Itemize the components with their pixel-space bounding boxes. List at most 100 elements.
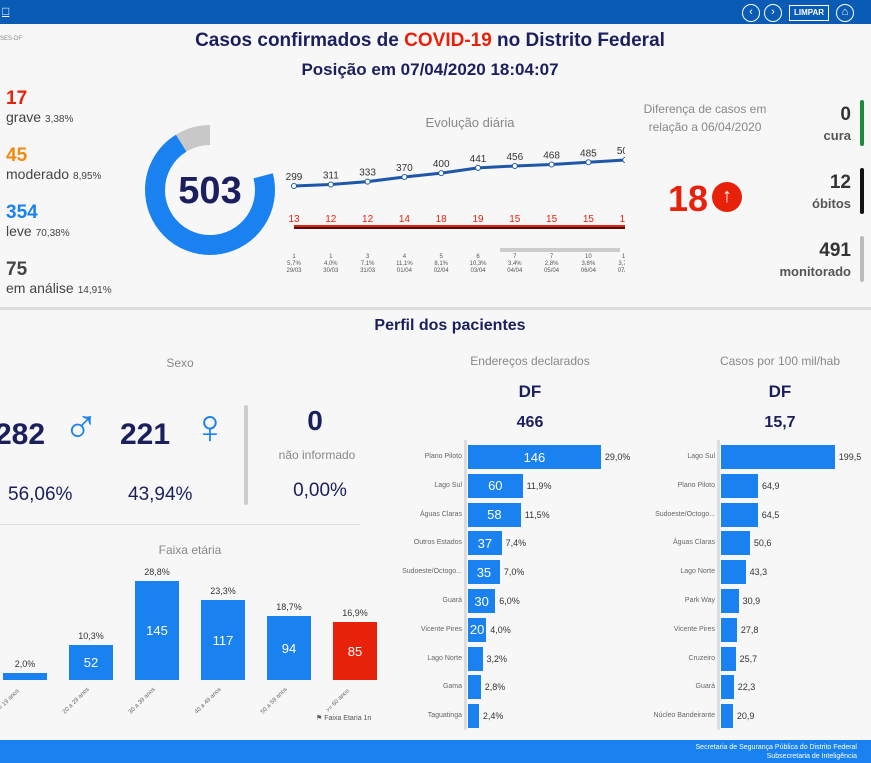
arrow-up-icon: ↑ bbox=[712, 182, 742, 212]
male-pct: 56,06% bbox=[8, 484, 73, 505]
diff-title-2: relação a 06/04/2020 bbox=[648, 120, 762, 134]
cases-label: 485 bbox=[580, 148, 597, 159]
cases-label: 400 bbox=[433, 159, 450, 170]
deaths-label: 12 bbox=[325, 214, 337, 225]
footer-line-2: Subsecretaria de Inteligência bbox=[766, 753, 857, 760]
divider bbox=[0, 307, 871, 310]
forward-button[interactable]: › bbox=[764, 4, 782, 22]
cases-label: 333 bbox=[359, 168, 376, 179]
deaths-label: 19 bbox=[472, 214, 484, 225]
age-category: 50 a 59 anos bbox=[259, 686, 289, 716]
age-category: 30 a 39 anos bbox=[127, 686, 157, 716]
cases-point bbox=[291, 183, 297, 189]
outcome-label: cura bbox=[823, 128, 851, 143]
age-bar: 94 bbox=[267, 616, 311, 680]
x-tick-label: 01/04 bbox=[397, 268, 413, 274]
cases-point bbox=[511, 162, 518, 169]
cases-point bbox=[548, 161, 555, 168]
donut-leve bbox=[145, 125, 275, 255]
x-tick-label: 5,7% bbox=[287, 261, 301, 267]
x-tick-label: 1 bbox=[329, 254, 333, 260]
x-tick-label: 7 bbox=[513, 254, 517, 260]
age-legend[interactable]: ⚑ Faixa Etaria 1n bbox=[316, 714, 371, 722]
title-text: Casos confirmados de bbox=[195, 30, 405, 51]
x-tick-label: 29/03 bbox=[286, 268, 302, 274]
deaths-label: 13 bbox=[288, 214, 300, 225]
x-tick-label: 06/04 bbox=[581, 268, 597, 274]
deaths-label: 18 bbox=[436, 214, 448, 225]
deaths-label: 15 bbox=[583, 214, 595, 225]
age-category: >= 60 anos bbox=[325, 688, 351, 714]
clear-button[interactable]: LIMPAR bbox=[789, 5, 829, 21]
outcome-value: 491 bbox=[819, 240, 851, 261]
age-pct: 18,7% bbox=[276, 602, 302, 613]
outcome-bar bbox=[860, 236, 864, 282]
severity-label: grave bbox=[6, 109, 42, 125]
x-tick-label: 7,1% bbox=[361, 261, 375, 267]
bar-category: Plano Piloto bbox=[424, 453, 462, 460]
h-bar: 58 bbox=[468, 502, 521, 527]
rate-region: DF bbox=[768, 382, 792, 401]
x-tick-label: 6 bbox=[476, 254, 480, 260]
bar-value: 22,3 bbox=[737, 682, 756, 693]
bar-category: Lago Norte bbox=[680, 568, 715, 576]
bar-category: Lago Norte bbox=[427, 654, 462, 662]
age-bar: 85 bbox=[333, 622, 377, 680]
back-button[interactable]: ‹ bbox=[742, 4, 760, 22]
x-tick-label: 12 bbox=[622, 254, 625, 260]
h-bar bbox=[468, 646, 483, 671]
outcome-bar bbox=[860, 168, 864, 214]
bar-value: 64,9 bbox=[761, 480, 780, 491]
divider-2 bbox=[0, 524, 360, 525]
bar-value: 6,0% bbox=[499, 596, 520, 606]
org-label: SES-DF bbox=[0, 36, 23, 42]
cases-point bbox=[401, 173, 408, 180]
cases-label: 311 bbox=[323, 170, 339, 181]
severity-pct: 70,38% bbox=[35, 228, 70, 239]
bar-category: Taguatinga bbox=[427, 712, 462, 720]
age-bar: 117 bbox=[201, 600, 245, 680]
diff-title-1: Diferença de casos em bbox=[643, 102, 767, 116]
female-pct: 43,94% bbox=[128, 484, 193, 505]
footer: Secretaria de Segurança Pública do Distr… bbox=[0, 740, 871, 763]
diff-value: 18 bbox=[668, 178, 709, 219]
address-title: Endereços declarados bbox=[470, 354, 590, 368]
bar-value: 30,9 bbox=[742, 596, 761, 606]
x-tick-label: 03/04 bbox=[470, 268, 486, 274]
female-count: 221 bbox=[120, 418, 171, 451]
age-title: Faixa etária bbox=[158, 543, 222, 557]
age-bar bbox=[3, 673, 47, 680]
bar-value: 11,5% bbox=[524, 509, 550, 520]
cases-label: 456 bbox=[506, 152, 523, 163]
cases-point bbox=[364, 178, 371, 185]
bar-value: 11,9% bbox=[526, 480, 552, 491]
bar-category: Guará bbox=[442, 597, 462, 604]
outcome-value: 12 bbox=[829, 172, 851, 193]
deaths-label: 15 bbox=[509, 214, 521, 225]
bar-value: 4,0% bbox=[490, 624, 511, 635]
bar-category: Núcleo Bandeirante bbox=[653, 712, 716, 720]
x-tick-label: 04/04 bbox=[507, 268, 523, 274]
home-button[interactable]: ⌂ bbox=[836, 4, 854, 22]
bookmark-icon: ⚑ bbox=[316, 715, 325, 722]
cases-point bbox=[327, 181, 334, 188]
footer-line-1: Secretaria de Segurança Pública do Distr… bbox=[695, 744, 857, 751]
x-tick-label: 4 bbox=[403, 254, 407, 260]
severity-row: em análise 14,91% bbox=[6, 280, 112, 298]
h-bar bbox=[721, 531, 750, 556]
donut-analise bbox=[145, 125, 275, 255]
bar-value: 25,7 bbox=[739, 653, 758, 664]
cases-label: 370 bbox=[396, 163, 413, 174]
bar-value: 7,4% bbox=[505, 538, 527, 549]
sex-separator bbox=[244, 405, 248, 505]
unknown-label: não informado bbox=[278, 448, 356, 462]
bar-category: Lago Sul bbox=[434, 481, 462, 489]
address-total: 466 bbox=[516, 414, 544, 431]
age-pct: 2,0% bbox=[14, 659, 36, 670]
h-bar bbox=[721, 617, 737, 642]
outcome-bar bbox=[860, 100, 864, 146]
bar-value: 7,0% bbox=[503, 567, 525, 578]
bar-value: 20,9 bbox=[736, 711, 755, 722]
cases-label: 503 bbox=[617, 146, 625, 157]
top-link[interactable]: □ bbox=[2, 4, 10, 18]
